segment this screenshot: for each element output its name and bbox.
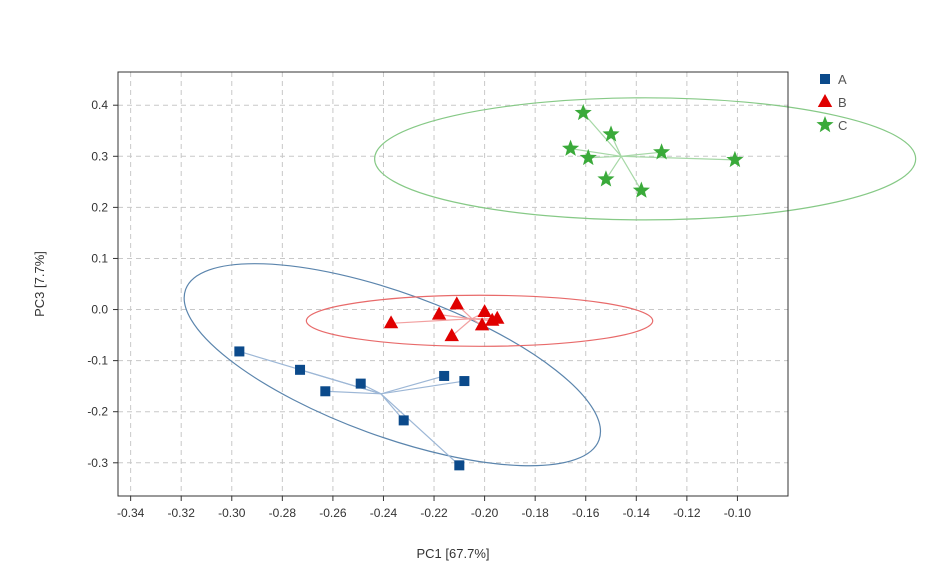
- x-tick-label: -0.26: [319, 506, 347, 520]
- legend-star-icon: [816, 116, 834, 133]
- legend-label-a: A: [838, 72, 847, 87]
- point-a: [398, 415, 409, 426]
- x-tick-label: -0.30: [218, 506, 246, 520]
- legend-label-b: B: [838, 95, 847, 110]
- x-axis-title: PC1 [67.7%]: [417, 546, 490, 561]
- y-tick-label: 0.3: [91, 149, 108, 163]
- spider-line-c: [588, 155, 622, 159]
- point-a: [454, 460, 465, 471]
- point-c: [602, 125, 620, 142]
- spider-line-c: [582, 112, 622, 157]
- spider-line-b: [451, 318, 473, 337]
- ellipse-b: [305, 294, 654, 347]
- point-b: [444, 328, 459, 342]
- x-tick-label: -0.22: [420, 506, 448, 520]
- centroid-spider-lines: [239, 112, 735, 466]
- data-points: [234, 103, 744, 471]
- x-tick-label: -0.34: [117, 506, 145, 520]
- axis-ticks: -0.34 -0.32 -0.30 -0.28 -0.26 -0.24 -0.22 -0.20…: [87, 98, 751, 520]
- spider-line-a: [380, 375, 445, 395]
- point-a: [295, 364, 306, 375]
- legend-triangle-icon: [817, 94, 833, 107]
- x-tick-label: -0.16: [572, 506, 600, 520]
- point-a: [234, 346, 245, 357]
- spider-line-b: [439, 314, 473, 320]
- point-c: [574, 103, 592, 121]
- point-a: [355, 378, 366, 389]
- x-tick-label: -0.20: [471, 506, 499, 520]
- y-tick-label: 0.4: [91, 98, 108, 112]
- point-a: [320, 386, 331, 397]
- x-tick-label: -0.10: [724, 506, 752, 520]
- y-tick-label: 0.2: [91, 200, 108, 214]
- point-a: [439, 370, 450, 381]
- legend-label-c: C: [838, 118, 847, 133]
- x-tick-label: -0.18: [521, 506, 549, 520]
- legend-square-icon: [820, 74, 830, 84]
- spider-line-b: [391, 318, 472, 324]
- y-tick-label: -0.2: [87, 405, 108, 419]
- spider-line-c: [621, 151, 662, 157]
- spider-line-c: [620, 155, 642, 191]
- point-c: [653, 143, 671, 160]
- point-b: [431, 306, 447, 320]
- y-axis-title: PC3 [7.7%]: [32, 251, 47, 317]
- x-tick-label: -0.24: [370, 506, 398, 520]
- point-b: [474, 317, 490, 331]
- x-tick-label: -0.12: [673, 506, 701, 520]
- point-c: [632, 181, 650, 198]
- y-tick-label: -0.3: [87, 456, 108, 470]
- spider-line-a: [380, 393, 460, 466]
- spider-line-a: [380, 380, 465, 395]
- ellipse-c: [374, 97, 917, 221]
- spider-line-a: [325, 390, 381, 395]
- x-tick-label: -0.28: [269, 506, 297, 520]
- point-b: [449, 296, 464, 310]
- point-c: [562, 139, 580, 156]
- spider-line-c: [570, 148, 622, 157]
- point-c: [597, 170, 615, 187]
- point-c: [726, 150, 744, 168]
- y-tick-label: 0.0: [91, 303, 108, 317]
- x-tick-label: -0.14: [623, 506, 651, 520]
- point-a: [459, 376, 470, 387]
- legend: ABC: [816, 72, 847, 133]
- spider-line-a: [299, 369, 382, 395]
- spider-line-c: [621, 155, 735, 161]
- ellipse-a: [183, 263, 602, 467]
- spider-line-c: [605, 155, 622, 180]
- grid-lines: [118, 72, 788, 496]
- group-ellipses: [183, 97, 917, 467]
- point-c: [579, 148, 597, 166]
- x-tick-label: -0.32: [168, 506, 196, 520]
- y-tick-label: 0.1: [91, 251, 108, 265]
- y-tick-label: -0.1: [87, 354, 108, 368]
- point-b: [477, 304, 492, 318]
- plot-frame: [117, 71, 789, 497]
- point-b: [383, 315, 399, 329]
- point-b: [490, 310, 505, 324]
